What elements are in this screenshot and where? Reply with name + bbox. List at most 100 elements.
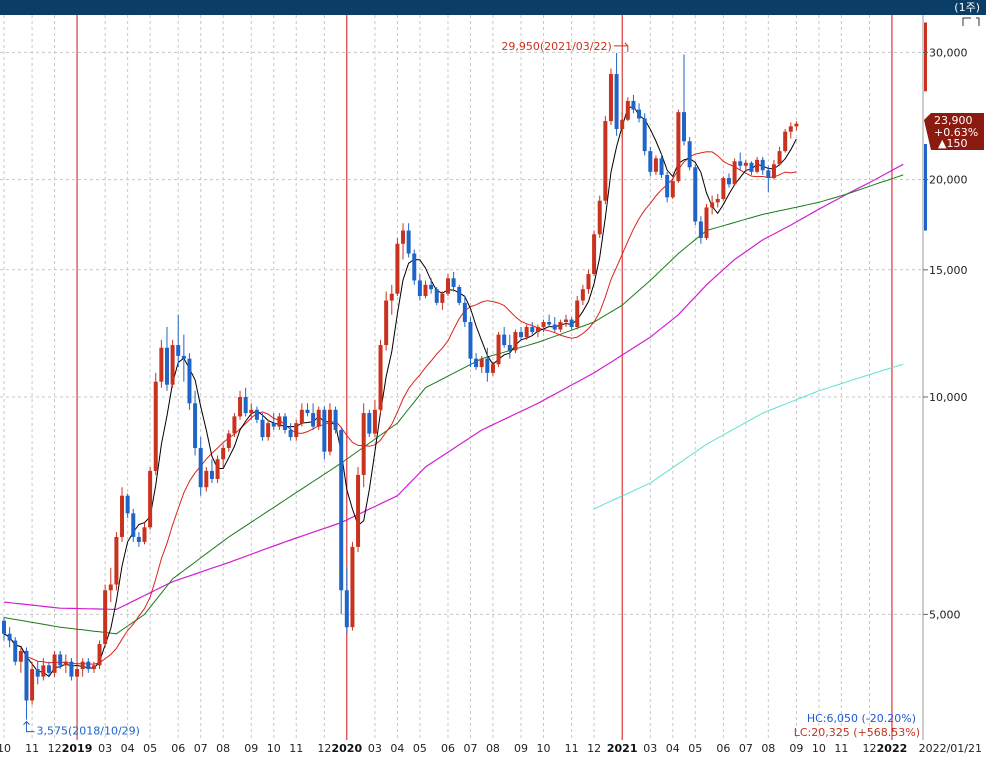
- candle: [299, 403, 304, 427]
- candle-body: [153, 381, 158, 471]
- candle: [614, 52, 619, 136]
- candle-body: [468, 322, 473, 359]
- candle: [221, 444, 226, 467]
- candle: [698, 216, 703, 244]
- candle-body: [547, 322, 552, 325]
- candle-body: [226, 433, 231, 448]
- candle-body: [698, 221, 703, 239]
- candle-body: [535, 326, 540, 333]
- y-axis-labels: 5,000 10,000 15,000 20,000 30,000: [923, 46, 968, 621]
- candle: [417, 274, 422, 301]
- candle: [564, 314, 568, 327]
- candle: [715, 194, 720, 208]
- candle: [356, 466, 361, 553]
- candle-body: [462, 302, 467, 323]
- candle-body: [187, 358, 192, 404]
- candle: [401, 223, 406, 260]
- x-tick-label: 10: [537, 742, 551, 755]
- candle: [676, 109, 681, 183]
- candle-body: [631, 100, 636, 110]
- candle: [327, 403, 332, 456]
- x-tick-label: 08: [761, 742, 775, 755]
- x-tick-label: 10: [812, 742, 826, 755]
- candle-body: [682, 112, 687, 142]
- candle-body: [97, 643, 102, 666]
- candle-body: [164, 347, 169, 385]
- candle-body: [524, 326, 529, 338]
- candle: [226, 430, 231, 452]
- candle-body: [75, 669, 80, 677]
- candle-body: [395, 243, 400, 294]
- high-annotation: 29,950(2021/03/22): [501, 40, 629, 53]
- ma240-line: [593, 363, 904, 510]
- scale-bar-up: [924, 22, 927, 92]
- candle: [254, 406, 259, 424]
- candle: [496, 332, 501, 368]
- candle: [777, 146, 782, 166]
- candle: [457, 284, 462, 306]
- candle-body: [659, 158, 664, 175]
- candle-body: [738, 161, 743, 166]
- candle-body: [204, 470, 209, 488]
- candle-body: [715, 198, 720, 203]
- candle: [294, 419, 299, 441]
- candle: [136, 532, 141, 547]
- candle: [181, 334, 186, 382]
- candle-body: [564, 319, 568, 323]
- candle-body: [170, 345, 175, 385]
- candle: [238, 390, 243, 420]
- candle-body: [721, 178, 726, 199]
- candle-body: [693, 167, 698, 222]
- candle-body: [103, 590, 108, 644]
- candle-body: [114, 536, 119, 585]
- candle-body: [266, 423, 271, 438]
- candle: [35, 661, 40, 685]
- candle-body: [350, 546, 355, 628]
- candle-body: [339, 430, 344, 591]
- candle: [58, 650, 63, 670]
- candle: [170, 339, 175, 388]
- y-tick-label: 5,000: [929, 608, 961, 621]
- corner-icon[interactable]: [962, 17, 980, 26]
- candle: [91, 661, 96, 673]
- candle: [794, 121, 799, 131]
- candle: [721, 176, 726, 201]
- candle: [755, 156, 760, 174]
- candle-body: [316, 409, 321, 427]
- x-tick-label: 07: [194, 742, 208, 755]
- high-label: 29,950(2021/03/22): [501, 40, 611, 53]
- candle-body: [608, 74, 613, 122]
- candle-body: [457, 287, 462, 303]
- candle: [726, 173, 731, 188]
- x-tick-label: 11: [25, 742, 39, 755]
- candle: [350, 541, 355, 631]
- candle-body: [502, 334, 507, 346]
- candle-body: [451, 278, 456, 288]
- candle-body: [367, 413, 372, 434]
- candle-body: [221, 447, 226, 460]
- x-tick-label: 12: [48, 742, 62, 755]
- candle: [743, 159, 748, 172]
- candle-body: [575, 300, 580, 327]
- candle-body: [86, 661, 91, 670]
- candle-body: [52, 654, 57, 673]
- candle: [406, 223, 411, 258]
- period-label[interactable]: (1주): [954, 1, 980, 14]
- candle: [389, 284, 394, 315]
- candle-body: [108, 584, 113, 591]
- candle-body: [710, 202, 715, 208]
- candle: [209, 459, 214, 484]
- candle-body: [125, 495, 130, 514]
- candle-body: [35, 669, 40, 677]
- candle: [502, 326, 507, 348]
- candle-body: [299, 409, 304, 424]
- chart-toolbar: (1주): [0, 0, 986, 15]
- candle: [97, 640, 102, 670]
- y-tick-label: 15,000: [929, 264, 968, 277]
- candle: [429, 278, 434, 294]
- candle-body: [676, 112, 681, 182]
- candle: [288, 423, 293, 441]
- candle: [52, 650, 57, 677]
- candle-body: [46, 665, 51, 673]
